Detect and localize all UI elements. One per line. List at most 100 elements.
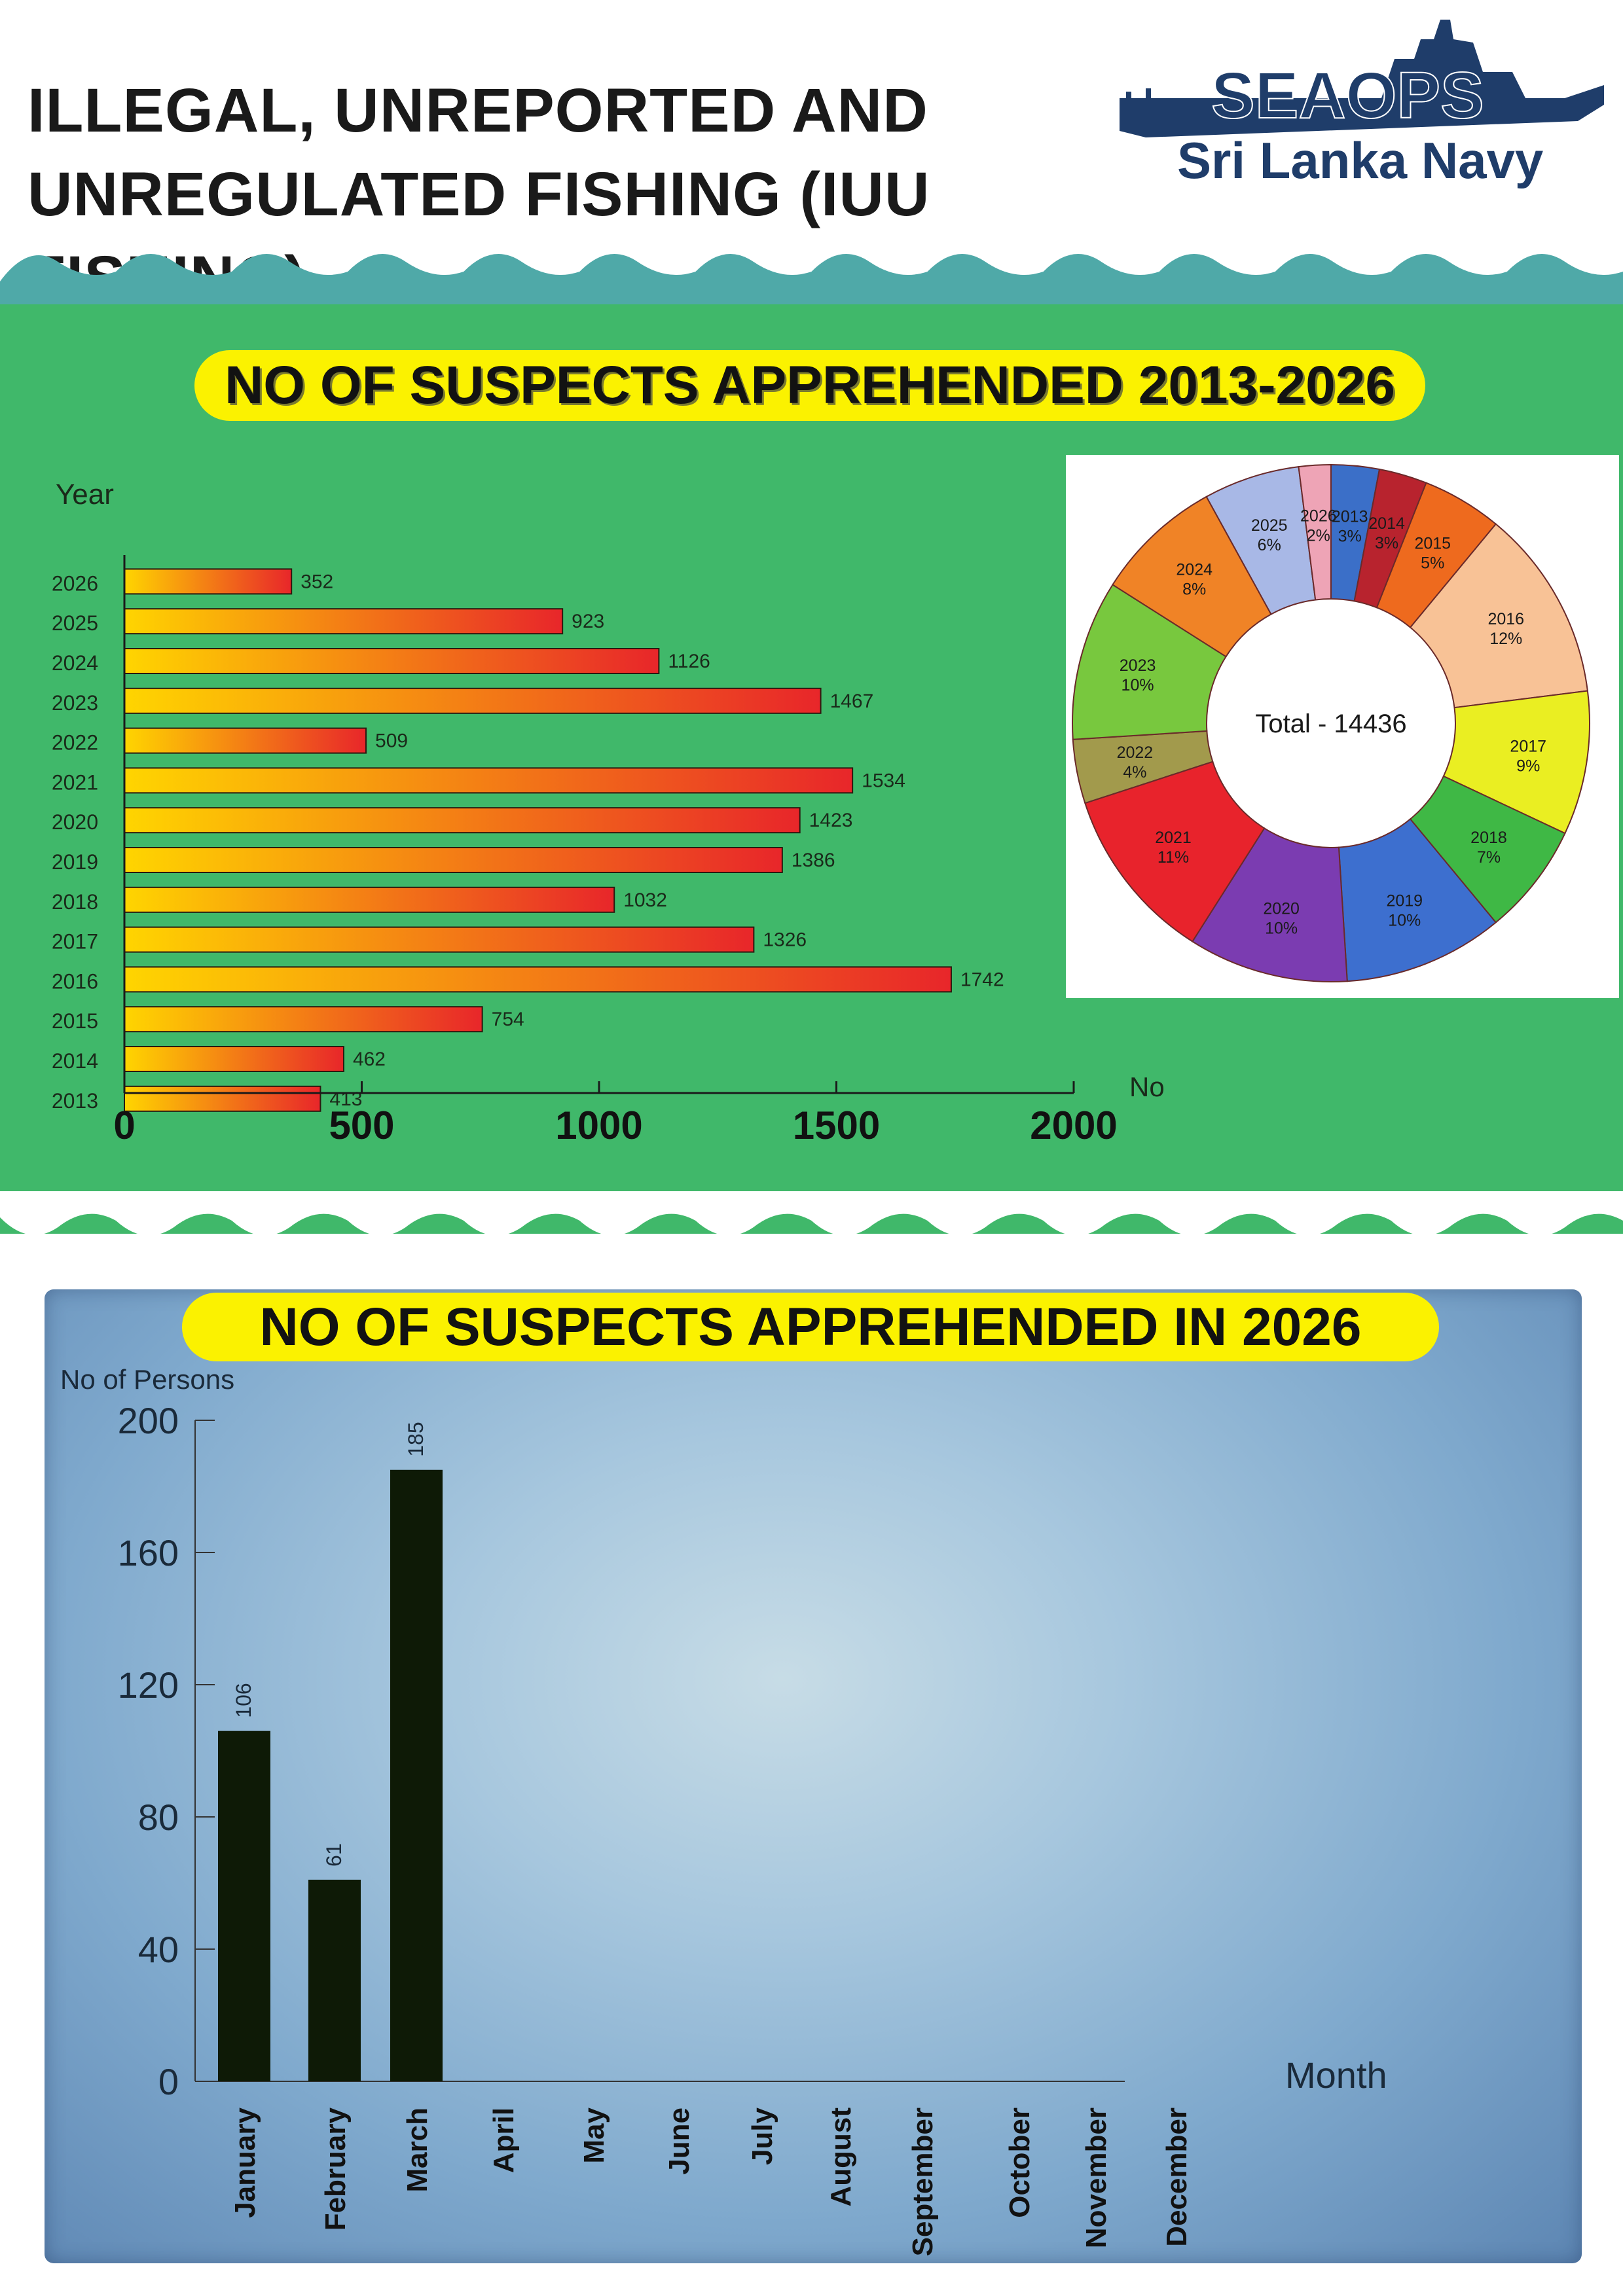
year-tick-label: 2018 xyxy=(52,890,98,914)
monthly-chart-title: NO OF SUSPECTS APPREHENDED IN 2026 xyxy=(182,1293,1439,1361)
monthly-x-axis-label: Month xyxy=(1285,2054,1387,2096)
annual-bar-value: 1326 xyxy=(763,929,807,951)
annual-bar xyxy=(124,926,755,953)
annual-bar xyxy=(124,608,564,635)
year-tick-label: 2023 xyxy=(52,691,98,715)
donut-slice-percent: 6% xyxy=(1258,536,1281,554)
middle-wave-divider xyxy=(0,1191,1623,1236)
year-tick-label: 2016 xyxy=(52,969,98,993)
month-tick-label: December xyxy=(1161,2108,1193,2247)
annual-bar xyxy=(124,1006,483,1033)
monthly-bar-value: 106 xyxy=(232,1683,255,1717)
annual-bar xyxy=(124,568,293,595)
donut-slice-label: 2013 xyxy=(1332,507,1368,526)
annual-bar-value: 1423 xyxy=(809,810,853,831)
donut-center-label: Total - 14436 xyxy=(1255,709,1406,738)
donut-slice-label: 2022 xyxy=(1117,744,1154,762)
annual-bar-value: 1032 xyxy=(623,889,667,911)
donut-slice-label: 2016 xyxy=(1487,610,1524,628)
year-tick-label: 2015 xyxy=(52,1009,98,1033)
month-tick-label: March xyxy=(401,2108,433,2193)
donut-chart-panel: 2013 3% 2014 3% 2015 5% 2016 12% 2017 9% 2018 7% 201… xyxy=(1066,455,1619,998)
donut-slice xyxy=(1084,761,1266,942)
month-tick-label: September xyxy=(907,2108,939,2256)
x-tick-label: 2000 xyxy=(1030,1103,1117,1147)
x-tick-label: 1500 xyxy=(793,1103,880,1147)
monthly-y-tick-label: 120 xyxy=(118,1664,179,1706)
annual-bar-value: 1534 xyxy=(862,770,905,791)
x-tick-label: 0 xyxy=(113,1103,135,1147)
year-tick-label: 2020 xyxy=(52,810,98,834)
donut-slice-label: 2024 xyxy=(1176,561,1213,579)
annual-bar xyxy=(124,648,660,674)
month-tick-label: November xyxy=(1080,2108,1112,2248)
year-tick-label: 2013 xyxy=(52,1089,98,1113)
month-tick-label: July xyxy=(746,2107,778,2165)
annual-bar-value: 1126 xyxy=(668,651,710,672)
year-tick-label: 2021 xyxy=(52,770,98,794)
donut-slice-percent: 3% xyxy=(1375,534,1398,552)
year-tick-label: 2024 xyxy=(52,651,98,675)
donut-slice xyxy=(1409,523,1589,709)
annual-bar-value: 1467 xyxy=(830,691,874,712)
logo-subtext: Sri Lanka Navy xyxy=(1177,132,1543,189)
donut-slice-percent: 2% xyxy=(1307,527,1330,545)
annual-bar xyxy=(124,687,822,714)
y-axis-label: Year xyxy=(56,478,114,511)
donut-slice-label: 2014 xyxy=(1368,514,1405,533)
month-tick-label: May xyxy=(578,2107,610,2163)
donut-slice-label: 2019 xyxy=(1386,892,1423,910)
donut-slice-percent: 7% xyxy=(1477,848,1501,867)
monthly-y-tick-label: 0 xyxy=(158,2061,179,2102)
top-wave-divider xyxy=(0,254,1623,314)
annual-bar xyxy=(124,727,367,754)
month-tick-label: October xyxy=(1004,2108,1036,2218)
monthly-bar xyxy=(390,1469,443,2081)
donut-slice-label: 2015 xyxy=(1414,534,1451,552)
annual-bar xyxy=(124,966,952,993)
donut-slice-label: 2025 xyxy=(1251,516,1288,535)
annual-bar xyxy=(124,1046,344,1072)
annual-bar-value: 1742 xyxy=(960,969,1004,990)
month-tick-label: April xyxy=(488,2108,520,2173)
month-tick-label: June xyxy=(663,2108,695,2175)
year-tick-label: 2026 xyxy=(52,571,98,595)
month-tick-label: August xyxy=(825,2108,857,2207)
donut-slice-percent: 9% xyxy=(1516,757,1540,776)
donut-slice-percent: 11% xyxy=(1158,848,1189,867)
monthly-bar xyxy=(308,1879,361,2081)
logo-text: SEAOPS xyxy=(1211,59,1484,132)
monthly-bar xyxy=(218,1731,270,2081)
annual-bar-value: 923 xyxy=(572,611,604,632)
page-title: ILLEGAL, UNREPORTED AND UNREGULATED FISH… xyxy=(27,76,930,313)
annual-chart-title: NO OF SUSPECTS APPREHENDED 2013-2026 xyxy=(194,350,1425,421)
donut-slice-label: 2017 xyxy=(1510,738,1546,756)
annual-bar xyxy=(124,1085,321,1112)
annual-bar-value: 462 xyxy=(353,1049,386,1070)
monthly-bar-value: 61 xyxy=(322,1843,346,1867)
monthly-y-axis-label: No of Persons xyxy=(60,1364,234,1395)
year-tick-label: 2017 xyxy=(52,930,98,954)
donut-slice xyxy=(1298,463,1332,601)
donut-slice-percent: 5% xyxy=(1421,554,1444,572)
donut-slice-label: 2021 xyxy=(1155,829,1192,847)
annual-bar xyxy=(124,886,615,913)
annual-bar-value: 413 xyxy=(329,1088,362,1110)
annual-bar-value: 1386 xyxy=(792,850,835,871)
monthly-y-tick-label: 160 xyxy=(118,1532,179,1573)
annual-bar xyxy=(124,847,783,873)
annual-bar-value: 509 xyxy=(375,730,408,752)
ship-silhouette-icon xyxy=(1120,20,1604,137)
x-tick-label: 500 xyxy=(329,1103,394,1147)
monthly-y-tick-label: 40 xyxy=(138,1929,179,1970)
year-tick-label: 2022 xyxy=(52,731,98,755)
monthly-y-tick-label: 80 xyxy=(138,1797,179,1838)
donut-slice-label: 2018 xyxy=(1470,829,1507,847)
year-tick-label: 2014 xyxy=(52,1049,98,1073)
donut-slice-percent: 10% xyxy=(1388,912,1421,930)
month-tick-label: January xyxy=(229,2107,261,2217)
x-tick-label: 1000 xyxy=(555,1103,642,1147)
seaops-logo: SEAOPS Sri Lanka Navy xyxy=(1120,20,1604,189)
donut-slice-percent: 4% xyxy=(1123,763,1146,781)
